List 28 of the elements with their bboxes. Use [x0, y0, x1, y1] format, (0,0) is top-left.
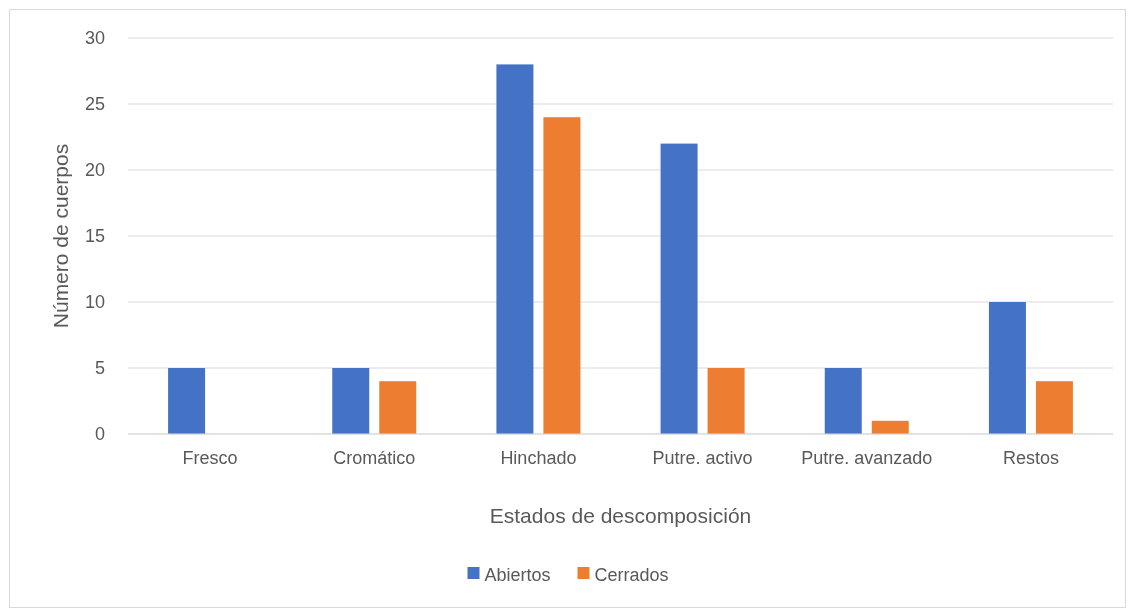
y-tick-label: 15	[84, 226, 105, 247]
y-tick-label: 0	[94, 424, 105, 445]
x-axis-title: Estados de descomposición	[489, 504, 752, 527]
y-axis-title: Número de cuerpos	[49, 143, 72, 329]
bar	[379, 381, 417, 434]
x-tick-label: Putre. avanzado	[801, 448, 933, 468]
y-tick-label: 20	[84, 160, 105, 181]
bar	[332, 368, 370, 434]
x-tick-label: Restos	[1002, 448, 1059, 468]
x-tick-label: Fresco	[182, 448, 238, 468]
y-tick-label: 10	[84, 292, 105, 313]
bar	[871, 420, 909, 434]
bar	[707, 368, 745, 434]
bar	[168, 368, 206, 434]
bar	[660, 143, 698, 434]
y-tick-label: 30	[84, 28, 105, 49]
bar	[543, 117, 581, 434]
bar	[988, 302, 1026, 434]
x-tick-label: Putre. activo	[652, 448, 753, 468]
y-tick-label: 5	[94, 358, 105, 379]
bar	[1035, 381, 1073, 434]
legend-label: Abiertos	[484, 565, 551, 586]
legend-label: Cerrados	[594, 565, 669, 586]
x-tick-label: Cromático	[333, 448, 416, 468]
bar	[496, 64, 534, 434]
x-tick-label: Hinchado	[500, 448, 577, 468]
bar	[824, 368, 862, 434]
y-tick-label: 25	[84, 94, 105, 115]
